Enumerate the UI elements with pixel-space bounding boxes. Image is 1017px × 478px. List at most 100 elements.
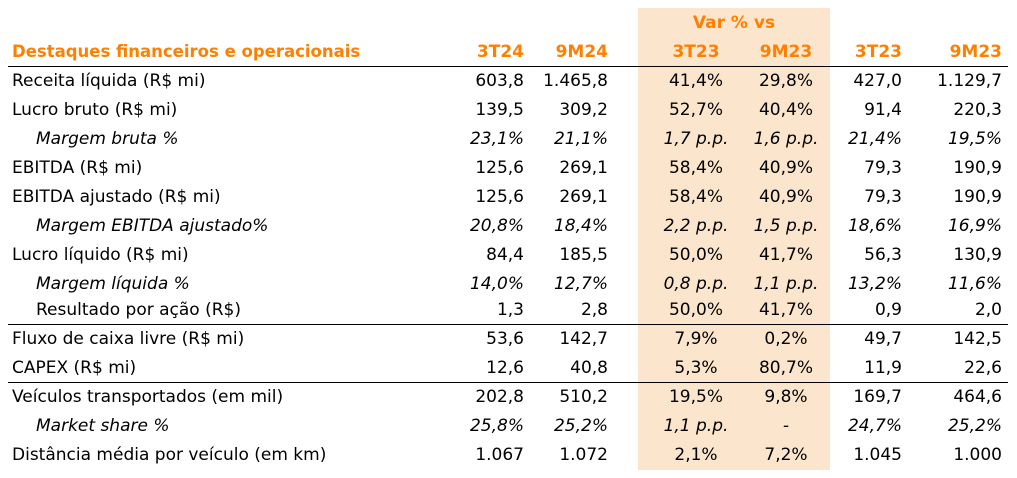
header-divider: [8, 66, 1008, 67]
cell-var-9m23: 41,7%: [758, 245, 813, 265]
cell-9m24: 18,4%: [553, 216, 608, 236]
row-label: Margem EBITDA ajustado%: [36, 216, 269, 236]
cell-var-3t23: 58,4%: [668, 158, 723, 178]
cell-var-9m23: 7,2%: [764, 445, 808, 465]
cell-9m23: 142,5: [953, 329, 1002, 349]
cell-var-3t23: 2,1%: [674, 445, 718, 465]
row-label: Fluxo de caixa livre (R$ mi): [12, 329, 245, 349]
cell-var-3t23: 41,4%: [668, 71, 723, 91]
row-label: EBITDA ajustado (R$ mi): [12, 187, 221, 207]
cell-var-9m23: 1,5 p.p.: [753, 216, 819, 236]
cell-3t24: 14,0%: [469, 274, 524, 294]
cell-3t23: 21,4%: [847, 129, 902, 149]
cell-var-9m23: 1,1 p.p.: [753, 274, 819, 294]
cell-3t24: 25,8%: [469, 416, 524, 436]
cell-9m23: 11,6%: [947, 274, 1002, 294]
table-row: Lucro líquido (R$ mi) 84,4 185,5 50,0% 41,7%…: [0, 241, 1017, 270]
cell-9m23: 19,5%: [947, 129, 1002, 149]
cell-var-9m23: 40,9%: [758, 187, 813, 207]
cell-3t24: 1.067: [475, 445, 524, 465]
row-label: Lucro líquido (R$ mi): [12, 245, 189, 265]
cell-3t24: 12,6: [486, 358, 524, 378]
cell-3t23: 169,7: [853, 387, 902, 407]
cell-3t24: 202,8: [475, 387, 524, 407]
cell-9m23: 190,9: [953, 158, 1002, 178]
cell-3t23: 49,7: [864, 329, 902, 349]
cell-9m24: 40,8: [570, 358, 608, 378]
row-label: Receita líquida (R$ mi): [12, 71, 206, 91]
cell-9m24: 269,1: [559, 158, 608, 178]
table-row: Market share % 25,8% 25,2% 1,1 p.p. - 24,7% 25…: [0, 412, 1017, 441]
cell-9m23: 220,3: [953, 100, 1002, 120]
row-label: CAPEX (R$ mi): [12, 358, 137, 378]
row-label: Lucro bruto (R$ mi): [12, 100, 178, 120]
cell-var-3t23: 5,3%: [674, 358, 718, 378]
cell-var-9m23: 41,7%: [758, 300, 813, 320]
cell-3t23: 79,3: [864, 158, 902, 178]
cell-var-9m23: 1,6 p.p.: [753, 129, 819, 149]
cell-9m24: 269,1: [559, 187, 608, 207]
cell-3t24: 1,3: [496, 300, 524, 320]
column-header-9m24: 9M24: [555, 42, 608, 62]
cell-var-3t23: 50,0%: [668, 300, 723, 320]
table-row: Fluxo de caixa livre (R$ mi) 53,6 142,7 7,9…: [0, 325, 1017, 354]
cell-var-9m23: 9,8%: [764, 387, 808, 407]
row-label: Margem bruta %: [36, 129, 179, 149]
cell-var-3t23: 0,8 p.p.: [663, 274, 729, 294]
cell-var-9m23: 40,4%: [758, 100, 813, 120]
column-header-var-3t23: 3T23: [672, 42, 720, 62]
cell-3t24: 20,8%: [469, 216, 524, 236]
cell-3t23: 11,9: [864, 358, 902, 378]
cell-9m24: 25,2%: [553, 416, 608, 436]
cell-var-9m23: 29,8%: [758, 71, 813, 91]
cell-var-3t23: 2,2 p.p.: [663, 216, 729, 236]
row-label: Market share %: [36, 416, 170, 436]
cell-9m23: 16,9%: [947, 216, 1002, 236]
cell-3t23: 18,6%: [847, 216, 902, 236]
column-header-3t23: 3T23: [854, 42, 902, 62]
cell-9m23: 1.129,7: [937, 71, 1002, 91]
row-label: EBITDA (R$ mi): [12, 158, 143, 178]
table-row: Margem EBITDA ajustado% 20,8% 18,4% 2,2 p.p…: [0, 212, 1017, 241]
cell-var-9m23: 40,9%: [758, 158, 813, 178]
cell-var-3t23: 7,9%: [674, 329, 718, 349]
row-label: Distância média por veículo (em km): [12, 445, 327, 465]
cell-3t24: 139,5: [475, 100, 524, 120]
cell-3t23: 56,3: [864, 245, 902, 265]
cell-var-3t23: 19,5%: [668, 387, 723, 407]
cell-3t23: 24,7%: [847, 416, 902, 436]
cell-9m24: 21,1%: [553, 129, 608, 149]
cell-3t24: 125,6: [475, 158, 524, 178]
section-divider: [8, 382, 1008, 383]
cell-3t24: 603,8: [475, 71, 524, 91]
variation-column-shading: [638, 8, 830, 470]
cell-var-3t23: 50,0%: [668, 245, 723, 265]
row-label: Resultado por ação (R$): [36, 300, 242, 320]
cell-var-3t23: 1,7 p.p.: [663, 129, 729, 149]
cell-9m23: 130,9: [953, 245, 1002, 265]
var-group-header: Var % vs: [692, 13, 776, 33]
cell-9m24: 1.072: [559, 445, 608, 465]
table-title: Destaques financeiros e operacionais: [12, 42, 361, 61]
column-header-9m23: 9M23: [949, 42, 1002, 62]
cell-3t24: 53,6: [486, 329, 524, 349]
table-row: Receita líquida (R$ mi) 603,8 1.465,8 41,4%…: [0, 67, 1017, 96]
cell-var-9m23: -: [782, 416, 790, 436]
cell-3t23: 0,9: [874, 300, 902, 320]
column-header-3t24: 3T24: [476, 42, 524, 62]
table-row: Distância média por veículo (em km) 1.067…: [0, 441, 1017, 470]
cell-var-9m23: 80,7%: [758, 358, 813, 378]
cell-var-3t23: 58,4%: [668, 187, 723, 207]
table-row: CAPEX (R$ mi) 12,6 40,8 5,3% 80,7% 11,9 22,6: [0, 354, 1017, 383]
cell-3t23: 91,4: [864, 100, 902, 120]
cell-9m24: 510,2: [559, 387, 608, 407]
cell-9m23: 25,2%: [947, 416, 1002, 436]
cell-3t23: 427,0: [853, 71, 902, 91]
cell-var-3t23: 1,1 p.p.: [663, 416, 729, 436]
table-row: Margem líquida % 14,0% 12,7% 0,8 p.p. 1,1 p.…: [0, 270, 1017, 299]
cell-9m24: 12,7%: [553, 274, 608, 294]
cell-9m24: 309,2: [559, 100, 608, 120]
cell-9m24: 2,8: [580, 300, 608, 320]
section-divider: [8, 324, 1008, 325]
table-row: EBITDA ajustado (R$ mi) 125,6 269,1 58,4% 40…: [0, 183, 1017, 212]
